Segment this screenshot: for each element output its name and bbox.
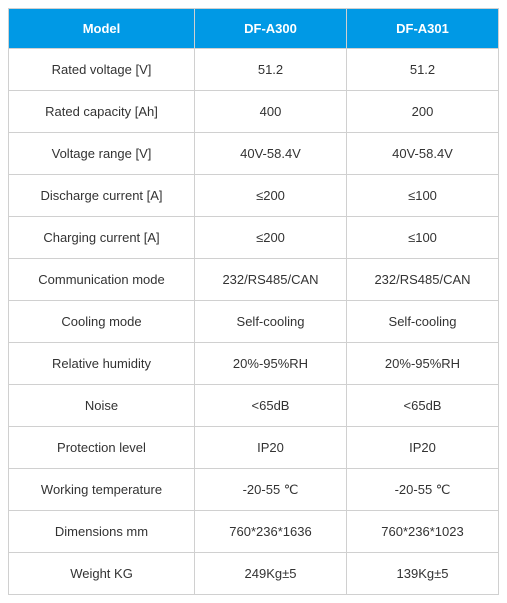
row-value-1: 40V-58.4V [195,133,347,175]
row-value-1: Self-cooling [195,301,347,343]
header-col-2: DF-A301 [347,9,499,49]
table-body: Rated voltage [V] 51.2 51.2 Rated capaci… [9,49,499,595]
row-value-2: ≤100 [347,217,499,259]
row-value-1: 760*236*1636 [195,511,347,553]
row-value-1: 249Kg±5 [195,553,347,595]
row-label: Working temperature [9,469,195,511]
table-row: Rated voltage [V] 51.2 51.2 [9,49,499,91]
row-label: Weight KG [9,553,195,595]
table-row: Charging current [A] ≤200 ≤100 [9,217,499,259]
row-label: Cooling mode [9,301,195,343]
row-label: Communication mode [9,259,195,301]
table-row: Dimensions mm 760*236*1636 760*236*1023 [9,511,499,553]
row-value-2: ≤100 [347,175,499,217]
header-model: Model [9,9,195,49]
table-row: Rated capacity [Ah] 400 200 [9,91,499,133]
table-row: Voltage range [V] 40V-58.4V 40V-58.4V [9,133,499,175]
row-value-2: 200 [347,91,499,133]
row-label: Charging current [A] [9,217,195,259]
row-value-1: 400 [195,91,347,133]
row-value-1: -20-55 ℃ [195,469,347,511]
row-label: Rated capacity [Ah] [9,91,195,133]
row-value-2: 232/RS485/CAN [347,259,499,301]
table-row: Discharge current [A] ≤200 ≤100 [9,175,499,217]
row-label: Relative humidity [9,343,195,385]
table-row: Relative humidity 20%-95%RH 20%-95%RH [9,343,499,385]
table-header-row: Model DF-A300 DF-A301 [9,9,499,49]
row-value-1: ≤200 [195,217,347,259]
row-value-1: ≤200 [195,175,347,217]
row-value-2: 40V-58.4V [347,133,499,175]
specification-table: Model DF-A300 DF-A301 Rated voltage [V] … [8,8,499,595]
row-label: Protection level [9,427,195,469]
row-value-2: 20%-95%RH [347,343,499,385]
row-label: Noise [9,385,195,427]
header-col-1: DF-A300 [195,9,347,49]
row-label: Rated voltage [V] [9,49,195,91]
table-row: Working temperature -20-55 ℃ -20-55 ℃ [9,469,499,511]
row-label: Dimensions mm [9,511,195,553]
row-value-2: 760*236*1023 [347,511,499,553]
row-value-1: 232/RS485/CAN [195,259,347,301]
row-value-2: -20-55 ℃ [347,469,499,511]
row-label: Discharge current [A] [9,175,195,217]
row-value-1: IP20 [195,427,347,469]
table-row: Protection level IP20 IP20 [9,427,499,469]
row-value-2: 139Kg±5 [347,553,499,595]
row-value-1: 51.2 [195,49,347,91]
row-value-1: 20%-95%RH [195,343,347,385]
row-value-2: <65dB [347,385,499,427]
row-value-2: 51.2 [347,49,499,91]
table-row: Noise <65dB <65dB [9,385,499,427]
table-row: Weight KG 249Kg±5 139Kg±5 [9,553,499,595]
row-value-2: Self-cooling [347,301,499,343]
row-label: Voltage range [V] [9,133,195,175]
table-row: Communication mode 232/RS485/CAN 232/RS4… [9,259,499,301]
row-value-2: IP20 [347,427,499,469]
row-value-1: <65dB [195,385,347,427]
table-row: Cooling mode Self-cooling Self-cooling [9,301,499,343]
